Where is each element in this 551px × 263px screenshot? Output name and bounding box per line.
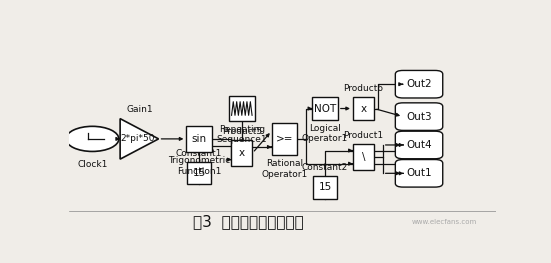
Text: NOT: NOT bbox=[314, 104, 336, 114]
FancyBboxPatch shape bbox=[229, 96, 255, 121]
Text: Out1: Out1 bbox=[406, 168, 432, 178]
FancyBboxPatch shape bbox=[395, 131, 443, 159]
FancyBboxPatch shape bbox=[395, 70, 443, 98]
FancyBboxPatch shape bbox=[353, 97, 374, 120]
FancyBboxPatch shape bbox=[395, 103, 443, 130]
FancyBboxPatch shape bbox=[186, 126, 212, 152]
Text: Constant2: Constant2 bbox=[302, 163, 348, 172]
Text: Out2: Out2 bbox=[406, 79, 432, 89]
Text: www.elecfans.com: www.elecfans.com bbox=[412, 219, 477, 225]
Text: Clock1: Clock1 bbox=[77, 160, 107, 169]
Text: Out3: Out3 bbox=[406, 112, 432, 122]
FancyBboxPatch shape bbox=[395, 160, 443, 187]
Text: 15: 15 bbox=[318, 183, 332, 193]
Text: Product5: Product5 bbox=[222, 127, 262, 136]
Text: Product1: Product1 bbox=[343, 131, 383, 140]
FancyBboxPatch shape bbox=[314, 176, 337, 199]
Text: Gain1: Gain1 bbox=[126, 105, 153, 114]
Text: x: x bbox=[239, 148, 245, 158]
Text: >=: >= bbox=[276, 134, 293, 144]
Polygon shape bbox=[120, 119, 159, 159]
Text: 15: 15 bbox=[192, 168, 206, 178]
Text: x: x bbox=[360, 104, 366, 114]
Text: Logical
Operator1: Logical Operator1 bbox=[302, 124, 348, 143]
Text: Repeating
Sequence1: Repeating Sequence1 bbox=[217, 125, 267, 144]
FancyBboxPatch shape bbox=[312, 97, 338, 120]
Text: Constant1: Constant1 bbox=[176, 149, 222, 158]
Text: Out4: Out4 bbox=[406, 140, 432, 150]
Text: 2*pi*50: 2*pi*50 bbox=[120, 134, 155, 143]
Text: Trigonometric
Function1: Trigonometric Function1 bbox=[168, 156, 230, 175]
Text: 图3  后级逆变控制原理图: 图3 后级逆变控制原理图 bbox=[193, 214, 304, 229]
Text: \: \ bbox=[362, 152, 365, 162]
Text: Product6: Product6 bbox=[343, 84, 383, 93]
FancyBboxPatch shape bbox=[231, 140, 252, 166]
FancyBboxPatch shape bbox=[187, 162, 211, 184]
Circle shape bbox=[66, 126, 119, 151]
FancyBboxPatch shape bbox=[272, 123, 298, 155]
FancyBboxPatch shape bbox=[353, 144, 374, 170]
Text: sin: sin bbox=[192, 134, 207, 144]
Text: Rational
Operator1: Rational Operator1 bbox=[261, 159, 307, 179]
